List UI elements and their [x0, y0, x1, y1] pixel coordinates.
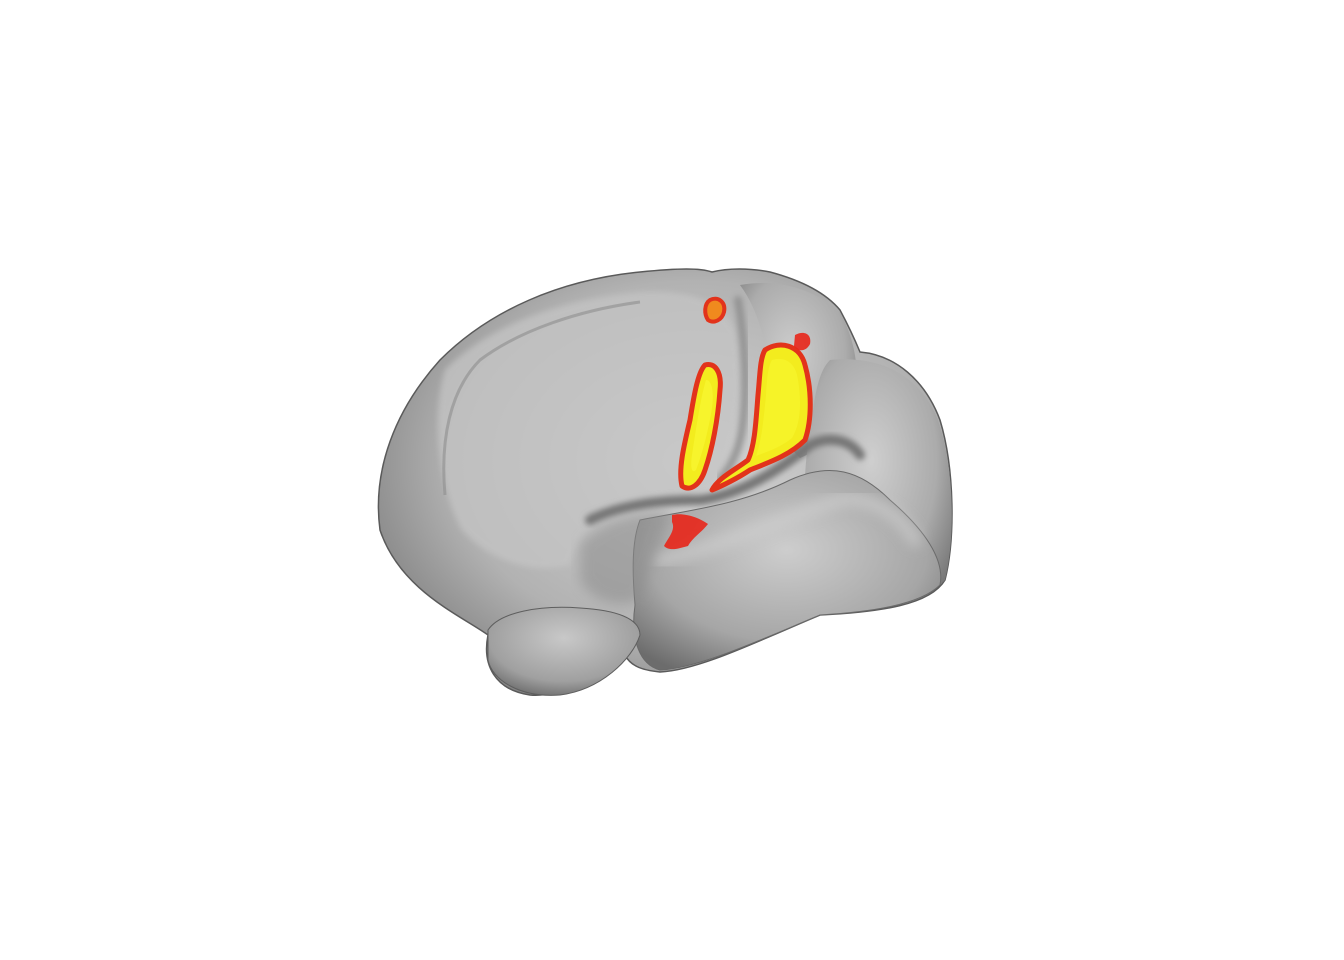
- temporal-ridge: [653, 492, 922, 567]
- lateral-sulcus: [585, 434, 865, 525]
- insula-shadow: [580, 511, 670, 604]
- activation-postcentral-core: [756, 358, 800, 456]
- activation-precentral-core: [691, 380, 713, 472]
- central-sulcus: [716, 296, 750, 484]
- activation-parietal-edge: [794, 332, 811, 351]
- temporal-pole: [487, 606, 641, 696]
- activation-opercular-focus: [664, 514, 708, 550]
- activation-superior-focus: [703, 296, 727, 324]
- frontal-fold: [442, 300, 641, 496]
